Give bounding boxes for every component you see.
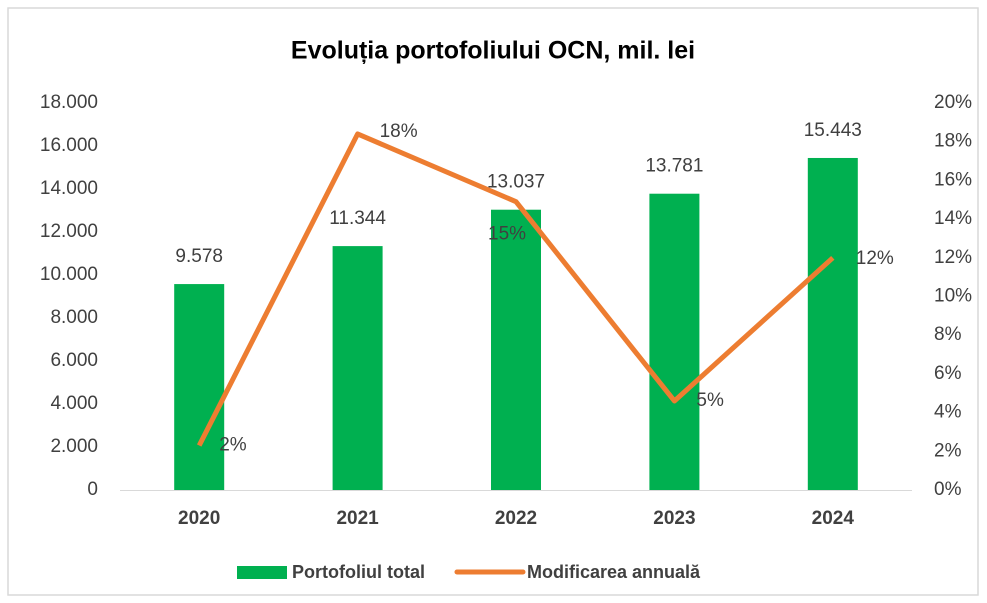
chart-title: Evoluția portofoliului OCN, mil. lei — [291, 37, 695, 65]
y2-tick-label: 12% — [934, 247, 972, 268]
data-label: 15% — [488, 224, 526, 245]
y-tick-label: 16.000 — [40, 135, 98, 156]
data-label: 2% — [219, 435, 247, 456]
y2-tick-label: 8% — [934, 324, 962, 345]
data-label: 13.037 — [487, 172, 545, 193]
y-tick-label: 0 — [87, 479, 98, 500]
data-label: 13.781 — [645, 156, 703, 177]
data-label: 5% — [696, 390, 724, 411]
bar — [807, 157, 858, 490]
legend-label: Portofoliul total — [292, 562, 425, 582]
y-tick-label: 12.000 — [40, 221, 98, 242]
bar — [491, 209, 541, 490]
y-tick-label: 6.000 — [50, 350, 98, 371]
y2-tick-label: 10% — [934, 286, 972, 307]
x-tick-label: 2022 — [495, 508, 537, 529]
y2-tick-label: 0% — [934, 479, 962, 500]
data-label: 18% — [380, 121, 418, 142]
y2-tick-label: 14% — [934, 208, 972, 229]
y2-tick-label: 6% — [934, 363, 962, 384]
x-tick-label: 2021 — [336, 508, 379, 529]
y2-tick-label: 4% — [934, 402, 962, 423]
y-tick-label: 8.000 — [50, 307, 98, 328]
legend-swatch — [237, 566, 287, 579]
x-tick-label: 2024 — [812, 508, 855, 529]
y-tick-label: 10.000 — [40, 264, 98, 285]
y-tick-label: 4.000 — [50, 393, 98, 414]
y-tick-label: 18.000 — [40, 92, 98, 113]
bar — [649, 193, 700, 490]
y2-tick-label: 20% — [934, 92, 972, 113]
line — [196, 131, 835, 447]
x-tick-label: 2023 — [653, 508, 695, 529]
legend-label: Modificarea annuală — [527, 562, 701, 582]
data-label: 9.578 — [175, 246, 223, 267]
data-label: 15.443 — [804, 120, 862, 141]
y2-tick-label: 16% — [934, 169, 972, 190]
x-tick-label: 2020 — [178, 508, 220, 529]
y-tick-label: 2.000 — [50, 436, 98, 457]
y2-tick-label: 2% — [934, 440, 962, 461]
bar — [174, 284, 225, 490]
data-label: 11.344 — [329, 208, 386, 229]
y-tick-label: 14.000 — [40, 178, 98, 199]
y2-tick-label: 18% — [934, 131, 972, 152]
data-label: 12% — [856, 248, 894, 269]
bar — [332, 246, 383, 490]
